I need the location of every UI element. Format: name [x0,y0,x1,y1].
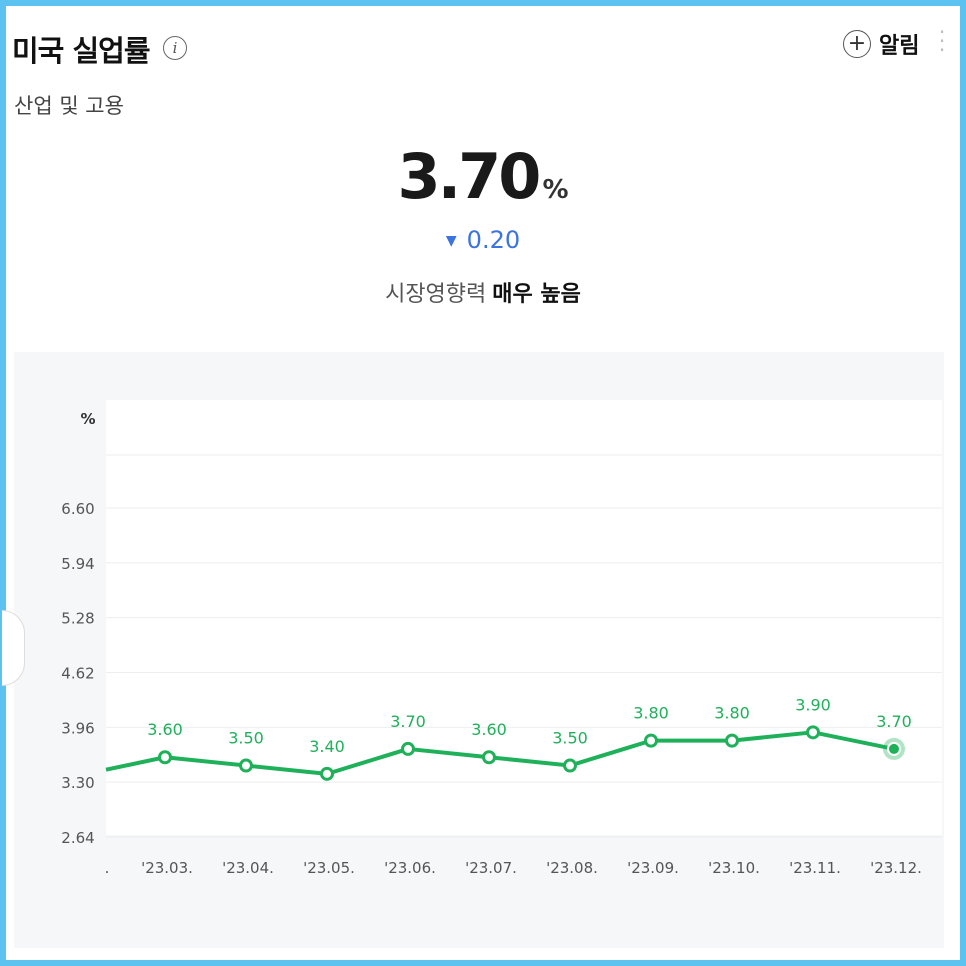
x-tick-label: '23.04. [222,859,274,877]
data-point [887,741,901,756]
x-tick-label: '23.07. [465,859,517,877]
x-tick-label: '23.12. [870,859,922,877]
alarm-button[interactable]: + 알림 [843,28,919,60]
data-label: 3.60 [471,720,507,739]
data-point [482,750,496,765]
data-point [401,741,415,756]
data-point [644,733,658,748]
data-point [158,750,172,765]
data-point [563,758,577,773]
alarm-label: 알림 [879,34,920,59]
y-tick-label: 2.64 [61,829,94,847]
x-tick-label: '23.11. [789,859,841,877]
y-unit-label: % [80,410,95,428]
indicator-category: 산업 및 고용 [14,94,124,118]
down-arrow-icon: ▼ [445,233,457,249]
data-label: 3.80 [633,704,669,723]
info-icon[interactable]: i [163,36,187,60]
market-impact-label: 시장영향력 [385,282,487,307]
x-tick-label: '23.06. [384,859,436,877]
data-point [320,766,334,781]
y-tick-label: 6.60 [61,500,94,518]
change-value: 0.20 [466,226,521,254]
y-tick-label: 4.62 [61,665,94,683]
data-point [239,758,253,773]
y-tick-label: 3.96 [61,719,94,737]
vertical-dots-icon[interactable]: · · · [938,20,946,62]
data-point [725,733,739,748]
data-label: 3.70 [876,712,912,731]
data-label: 3.50 [228,729,264,748]
y-tick-label: 5.28 [61,610,94,628]
x-tick-label: '23.08. [546,859,598,877]
y-tick-label: 3.30 [61,774,94,792]
current-value-number: 3.70 [397,140,541,213]
data-label: 3.40 [309,737,345,756]
indicator-title: 미국 실업률 [12,34,150,68]
data-label: 3.50 [552,729,588,748]
data-label: 3.70 [390,712,426,731]
current-value-unit: % [542,175,569,205]
x-tick-label: '23.03. [141,859,193,877]
change-indicator: ▼ 0.20 [0,226,966,254]
data-label: 3.90 [795,695,831,714]
data-label: 3.60 [147,720,183,739]
data-point [806,725,820,740]
x-tick-label: '23.05. [303,859,355,877]
x-tick-label: '23.10. [708,859,760,877]
plus-circle-icon: + [843,30,871,58]
current-value: 3.70% [0,140,966,213]
market-impact: 시장영향력 매우 높음 [0,276,966,308]
y-tick-label: 5.94 [61,555,94,573]
x-tick-label: '23.09. [627,859,679,877]
market-impact-level: 매우 높음 [492,282,581,307]
data-label: 3.80 [714,704,750,723]
x-tick-label: . [105,859,110,877]
